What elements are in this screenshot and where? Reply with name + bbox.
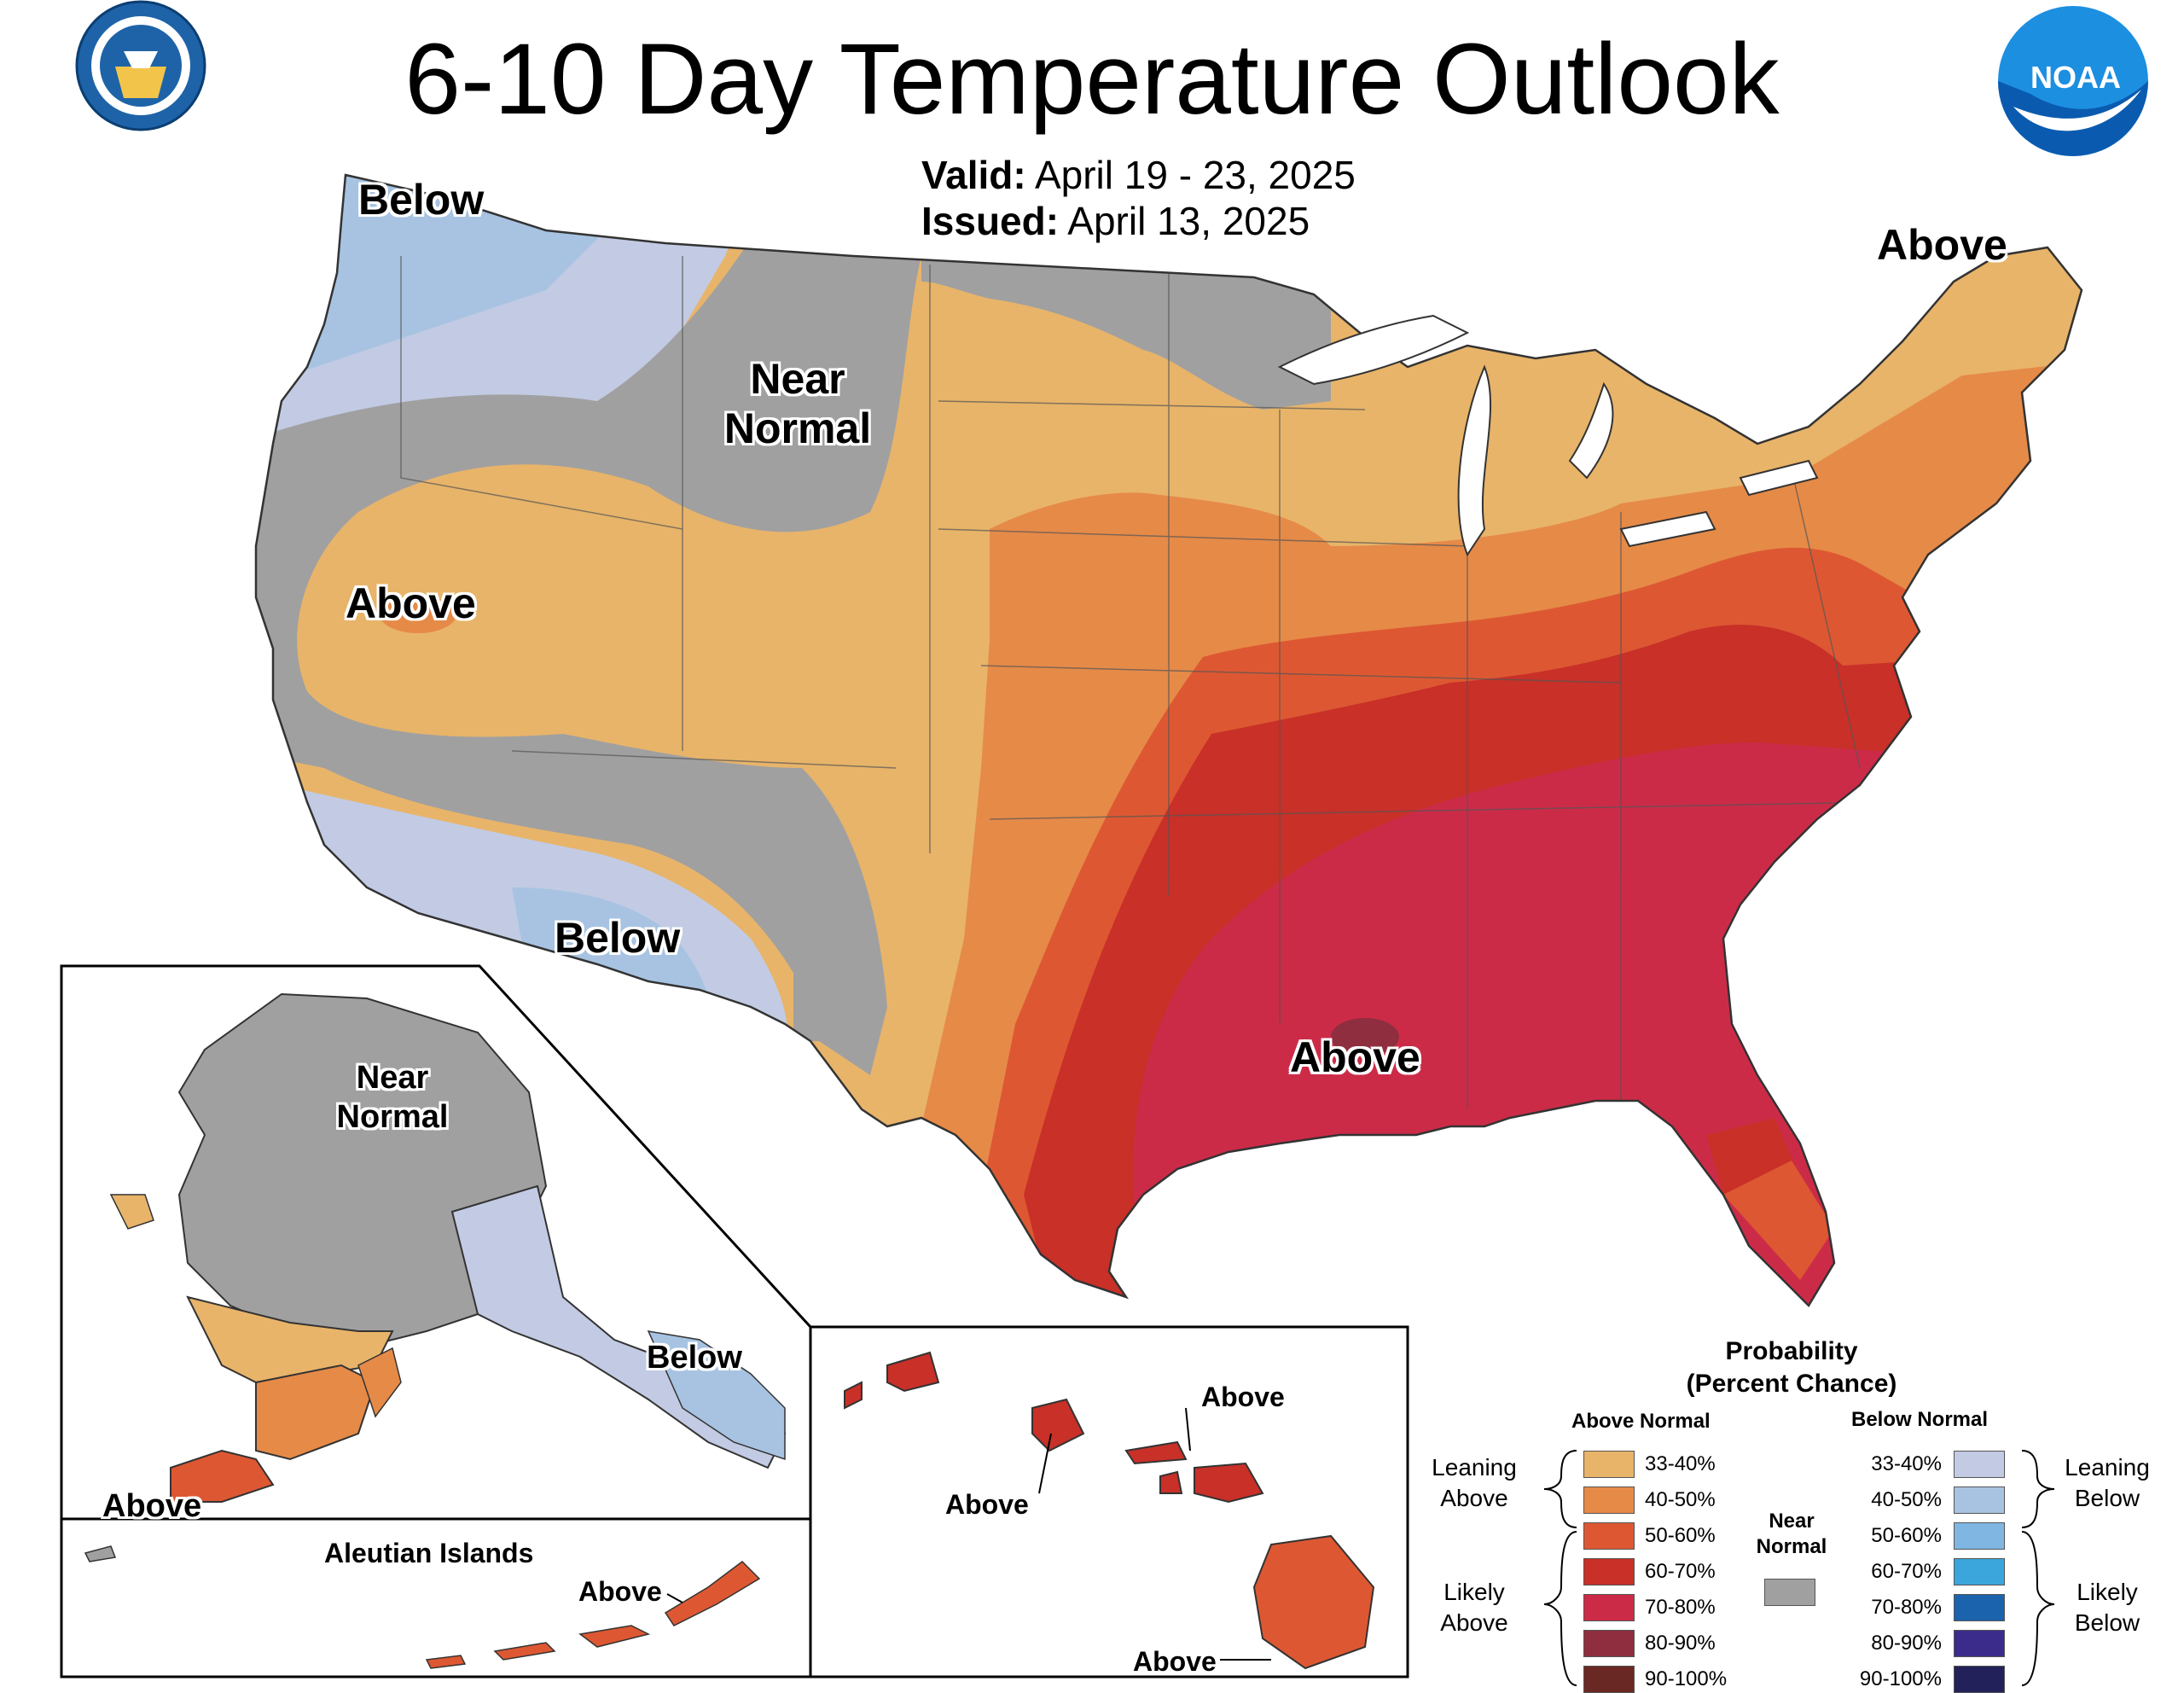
legend-leaning-above-l1: Leaning <box>1432 1454 1517 1481</box>
legend-title-line2: (Percent Chance) <box>1686 1370 1897 1398</box>
legend-below-range: 70-80% <box>1871 1596 1942 1619</box>
conus-outline <box>254 173 2083 1308</box>
hawaii-label-above-3: Above <box>1133 1646 1217 1677</box>
legend-above-swatch <box>1583 1630 1635 1657</box>
legend-above-swatch <box>1583 1594 1635 1621</box>
valid-label: Valid: <box>921 153 1026 197</box>
legend-above-range: 50-60% <box>1645 1524 1716 1547</box>
hawaii-label-above-1: Above <box>1201 1382 1285 1412</box>
legend-below-swatch <box>1954 1451 2005 1478</box>
legend-above-range: 40-50% <box>1645 1488 1716 1511</box>
legend-title-line1: Probability <box>1725 1337 1858 1365</box>
legend-below-range: 33-40% <box>1871 1452 1942 1475</box>
issued-label: Issued: <box>921 199 1060 243</box>
legend-below-header: Below Normal <box>1851 1408 1989 1431</box>
legend-likely-above-l2: Above <box>1440 1609 1508 1636</box>
legend-leaning-above: Leaning Above <box>1423 1452 1525 1514</box>
aleutian-inset-frame <box>60 1517 812 1678</box>
legend-leaning-above-l2: Above <box>1440 1485 1508 1511</box>
legend-likely-below-l2: Below <box>2074 1609 2140 1636</box>
legend-likely-below: Likely Below <box>2056 1577 2158 1638</box>
legend-above-swatch <box>1583 1451 1635 1478</box>
legend-below-range: 90-100% <box>1859 1667 1942 1690</box>
label-ne-above: Above <box>1877 221 2007 269</box>
legend-above-swatch <box>1583 1522 1635 1550</box>
legend-braces <box>1543 1450 2055 1686</box>
label-nw-below: Below <box>358 176 485 224</box>
legend-above-range: 90-100% <box>1645 1667 1728 1690</box>
legend-below-swatch <box>1954 1558 2005 1585</box>
hawaii-islands <box>844 1351 1375 1670</box>
legend-near-normal-l1: Near <box>1769 1510 1815 1533</box>
label-west-above: Above <box>346 579 476 627</box>
legend-near-normal-l2: Normal <box>1756 1535 1827 1558</box>
legend-below-swatch <box>1954 1594 2005 1621</box>
alaska-regions <box>109 992 787 1503</box>
legend-below-swatch <box>1954 1486 2005 1514</box>
alaska-label-above: Above <box>102 1488 202 1524</box>
legend-likely-above-l1: Likely <box>1443 1579 1505 1605</box>
aleutian-label-above: Above <box>578 1576 662 1607</box>
legend-leaning-below: Leaning Below <box>2056 1452 2158 1514</box>
great-lakes <box>1277 314 1819 557</box>
noaa-logo <box>1998 6 2148 156</box>
label-near-normal: Near Normal <box>723 355 872 452</box>
aleutian-title: Aleutian Islands <box>324 1538 534 1568</box>
legend-below-swatch <box>1954 1630 2005 1657</box>
alaska-label-below: Below <box>647 1340 742 1376</box>
legend-below-range: 40-50% <box>1871 1488 1942 1511</box>
legend-above-range: 80-90% <box>1645 1632 1716 1655</box>
legend-above-swatch <box>1583 1486 1635 1514</box>
dept-of-commerce-seal <box>75 0 206 131</box>
legend-below-swatch <box>1954 1522 2005 1550</box>
legend-above-range: 33-40% <box>1645 1452 1716 1475</box>
legend-above-range: 60-70% <box>1645 1560 1716 1583</box>
legend-above-header: Above Normal <box>1571 1410 1711 1433</box>
legend-above-swatch <box>1583 1666 1635 1693</box>
legend-title: Probability (Percent Chance) <box>1672 1335 1911 1400</box>
legend-likely-below-l1: Likely <box>2077 1579 2138 1605</box>
label-sw-below: Below <box>555 914 681 962</box>
issued-date: April 13, 2025 <box>1067 199 1310 243</box>
page-title: 6-10 Day Temperature Outlook <box>404 23 1780 136</box>
legend-above-swatch <box>1583 1558 1635 1585</box>
legend-near-normal-swatch <box>1764 1579 1815 1606</box>
legend-leaning-below-l1: Leaning <box>2065 1454 2150 1481</box>
legend-below-swatch <box>1954 1666 2005 1693</box>
noaa-text: NOAA <box>2030 60 2121 95</box>
legend-below-range: 80-90% <box>1871 1632 1942 1655</box>
aleutian-chain <box>425 1561 761 1669</box>
legend-below-range: 50-60% <box>1871 1524 1942 1547</box>
legend-below-range: 60-70% <box>1871 1560 1942 1583</box>
label-se-above: Above <box>1290 1033 1420 1081</box>
valid-dates: April 19 - 23, 2025 <box>1034 153 1356 197</box>
valid-line: Valid: April 19 - 23, 2025 <box>921 152 1356 198</box>
issued-line: Issued: April 13, 2025 <box>921 198 1310 244</box>
legend-leaning-below-l2: Below <box>2074 1485 2140 1511</box>
alaska-label-near-normal: Near Normal <box>336 1060 449 1135</box>
legend-above-range: 70-80% <box>1645 1596 1716 1619</box>
hawaii-label-above-2: Above <box>945 1489 1029 1520</box>
legend-likely-above: Likely Above <box>1423 1577 1525 1638</box>
legend-near-normal: Near Normal <box>1740 1509 1843 1560</box>
